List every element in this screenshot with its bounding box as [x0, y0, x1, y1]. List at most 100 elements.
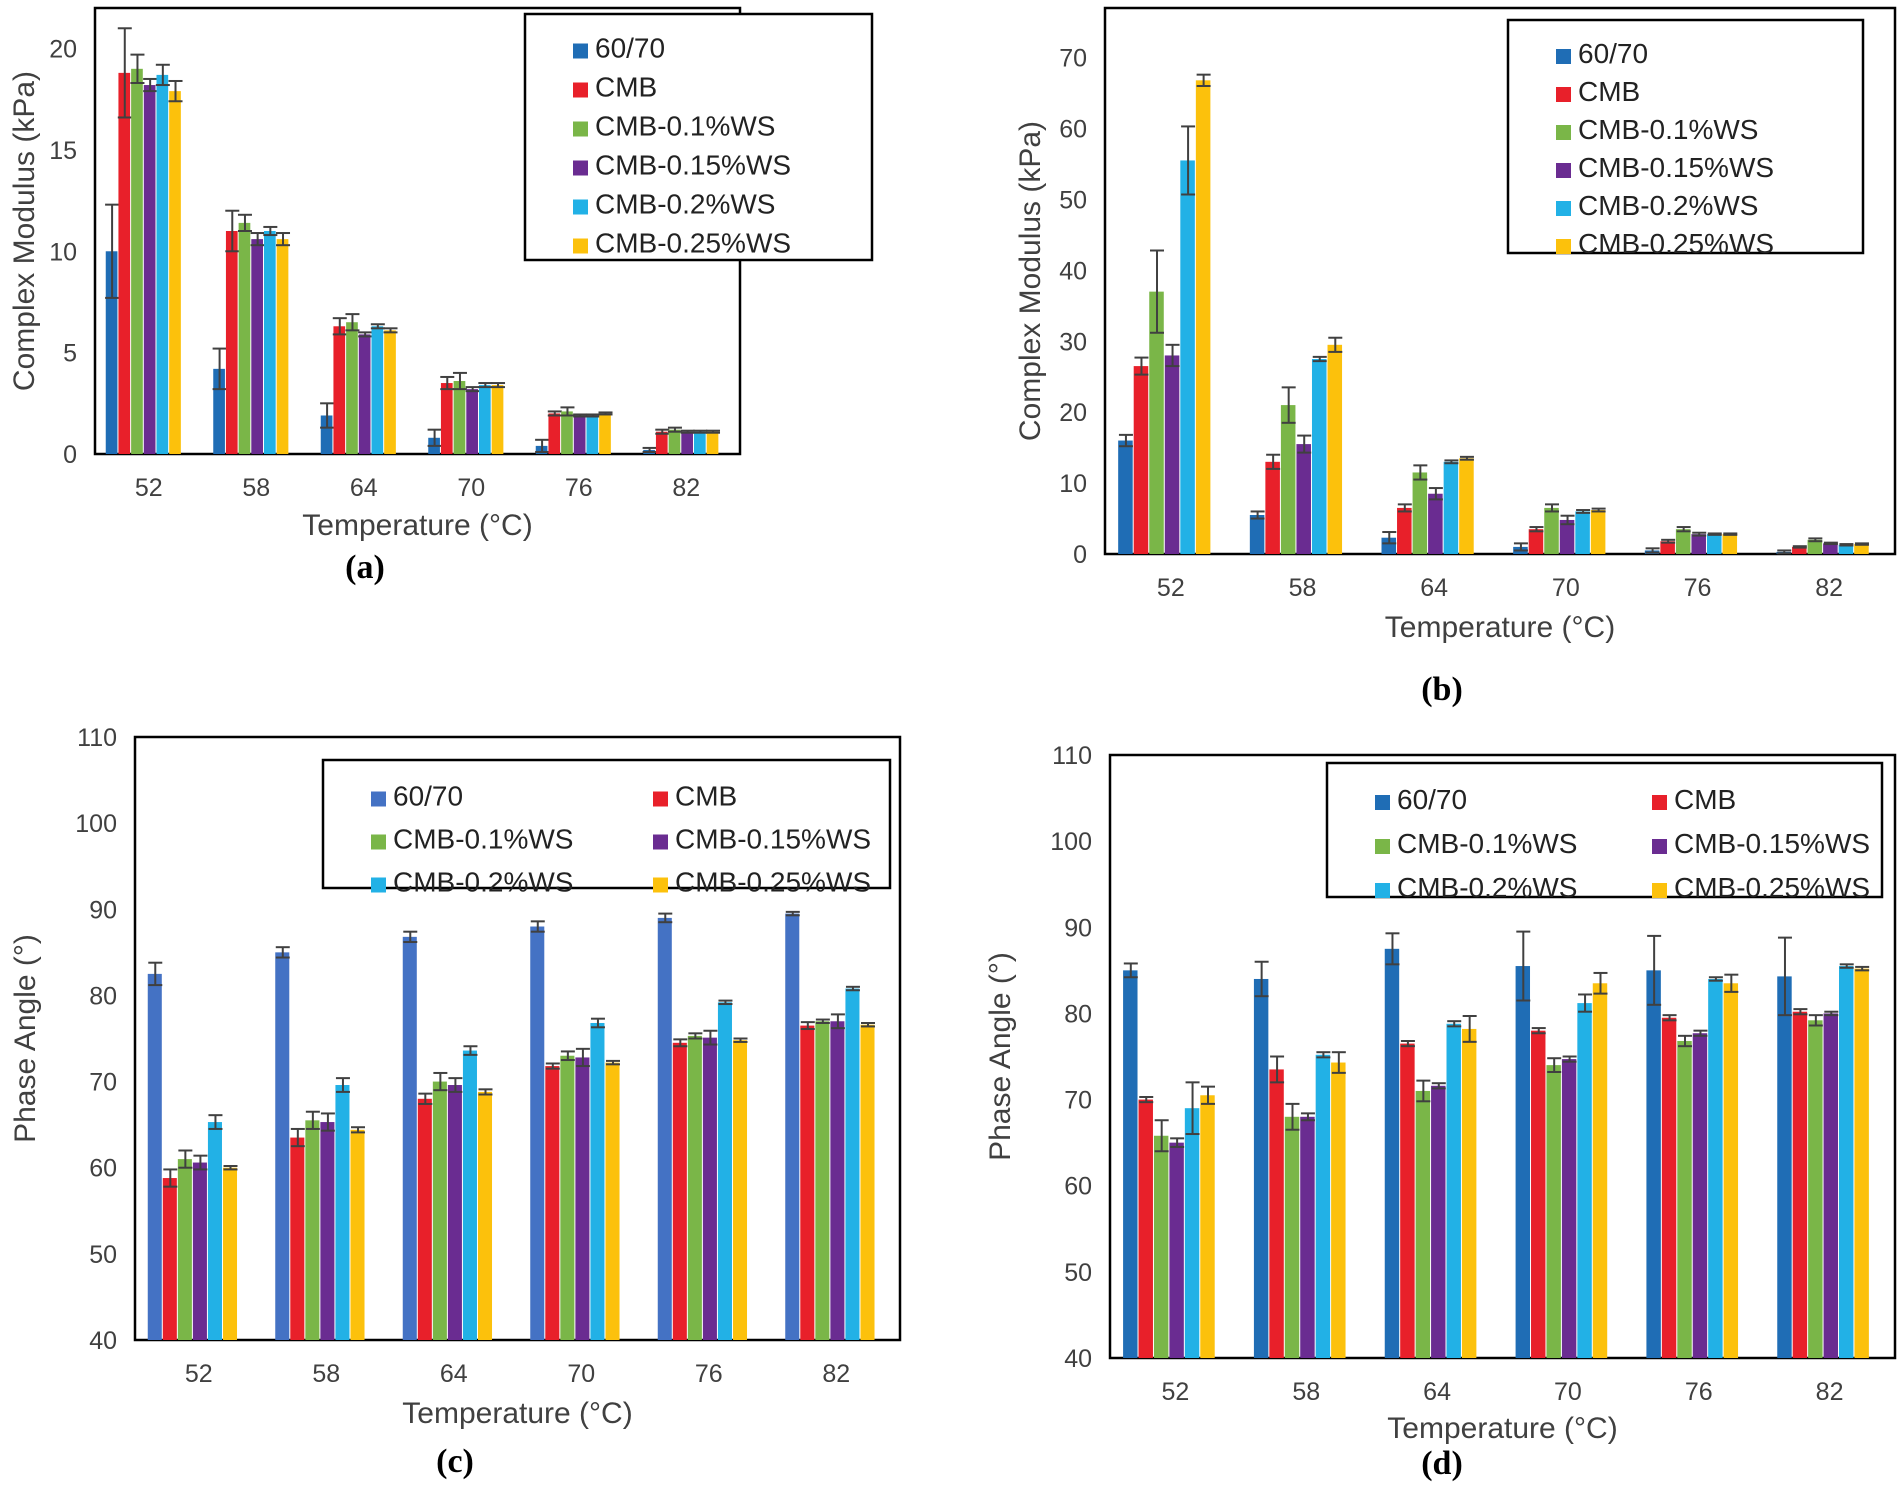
x-tick-label: 70	[1554, 1378, 1582, 1406]
x-tick-label: 70	[1552, 574, 1580, 602]
legend-swatch	[653, 877, 668, 893]
bar	[1590, 510, 1606, 554]
x-tick-label: 58	[1289, 574, 1317, 602]
bar	[402, 936, 417, 1340]
x-tick-label: 64	[1423, 1378, 1451, 1406]
legend-label: CMB	[675, 781, 737, 812]
bar	[1708, 978, 1723, 1358]
legend-label: CMB-0.2%WS	[393, 867, 573, 898]
bar	[1280, 405, 1296, 554]
x-tick-label: 82	[1815, 574, 1843, 602]
legend-swatch	[371, 834, 386, 850]
y-tick-label: 10	[49, 238, 77, 266]
legend-label: 60/70	[1578, 38, 1648, 69]
legend-label: CMB	[1674, 784, 1736, 815]
bar	[213, 368, 225, 454]
x-tick-label: 52	[135, 474, 163, 502]
legend-label: CMB	[595, 72, 657, 103]
bar	[1661, 1017, 1677, 1358]
bar	[1164, 355, 1180, 554]
legend-swatch	[573, 238, 588, 254]
bar	[143, 85, 156, 454]
legend-label: CMB-0.1%WS	[1578, 114, 1758, 145]
bar	[447, 1085, 462, 1340]
bar	[1777, 976, 1792, 1358]
bar	[655, 431, 668, 454]
bar	[693, 431, 706, 454]
legend-label: 60/70	[393, 781, 463, 812]
y-tick-label: 60	[1064, 1173, 1092, 1201]
x-tick-label: 52	[1162, 1378, 1190, 1406]
legend-swatch	[1375, 795, 1390, 810]
bar	[732, 1040, 748, 1340]
chart-panel-a: 0 5 10 15 20 52 58 64 70 76 82 Temperature (°C) Comp…	[8, 6, 874, 586]
y-tick-label: 70	[89, 1069, 117, 1097]
bar	[657, 917, 672, 1340]
bar	[1300, 1116, 1315, 1358]
bar	[1149, 291, 1164, 554]
legend-swatch	[1652, 883, 1667, 898]
y-axis-label: Phase Angle (°)	[9, 934, 42, 1143]
bar	[1561, 1059, 1577, 1358]
figure-caption: (b)	[1421, 671, 1463, 708]
bar	[453, 381, 466, 454]
y-tick-label: 50	[1059, 186, 1087, 214]
bar	[320, 1122, 335, 1340]
y-axis-label: Complex Modulus (kPa)	[8, 71, 41, 391]
bar	[491, 385, 504, 454]
y-tick-label: 110	[77, 724, 117, 752]
legend-label: CMB	[1578, 76, 1640, 107]
bar	[1412, 472, 1428, 554]
bar	[1592, 983, 1608, 1358]
bar	[1854, 968, 1869, 1358]
x-tick-label: 64	[350, 474, 378, 502]
bar	[1315, 1054, 1331, 1358]
legend-swatch	[573, 121, 588, 137]
legend-swatch	[1556, 125, 1571, 140]
bar	[1311, 359, 1327, 554]
legend-label: CMB-0.2%WS	[595, 189, 775, 220]
plot-frame	[1108, 753, 1897, 1360]
bar	[586, 415, 599, 454]
bar	[350, 1129, 365, 1340]
bar	[1839, 966, 1854, 1358]
bar	[1691, 534, 1706, 554]
legend-swatch	[1375, 883, 1390, 898]
legend-swatch	[573, 43, 588, 59]
bar	[162, 1178, 177, 1340]
x-axis-label: Temperature (°C)	[402, 1397, 632, 1430]
bar	[1123, 970, 1138, 1358]
bar	[599, 413, 611, 454]
legend-swatch	[371, 791, 386, 807]
bar	[1446, 1023, 1461, 1358]
bar	[169, 91, 181, 455]
bar	[290, 1137, 305, 1340]
bar	[1118, 440, 1133, 554]
bar	[118, 72, 131, 454]
bar	[207, 1122, 222, 1340]
y-tick-label: 100	[75, 810, 117, 838]
bar	[358, 334, 371, 454]
bar	[1461, 1028, 1477, 1358]
legend-label: CMB-0.25%WS	[595, 228, 791, 259]
bar	[462, 1050, 477, 1340]
bar	[1195, 80, 1211, 554]
bar	[590, 1022, 605, 1340]
bar	[156, 74, 169, 455]
legend-swatch	[1652, 795, 1667, 810]
chart-panel-d: 40 50 60 70 80 90 100 110 52 58 64 70 76 82 Temperatur…	[984, 742, 1897, 1482]
legend-label: CMB-0.15%WS	[675, 824, 871, 855]
bar	[1180, 160, 1195, 555]
bar	[1677, 1040, 1692, 1358]
x-tick-label: 76	[565, 474, 593, 502]
legend-swatch	[653, 834, 668, 850]
legend-label: CMB-0.15%WS	[1578, 152, 1774, 183]
legend-swatch	[1556, 87, 1571, 102]
legend-swatch	[1556, 239, 1571, 254]
bar	[1253, 978, 1269, 1358]
bar	[1544, 507, 1559, 554]
legend-label: CMB-0.1%WS	[1397, 828, 1577, 859]
bar	[147, 973, 162, 1340]
bar	[1138, 1099, 1153, 1358]
